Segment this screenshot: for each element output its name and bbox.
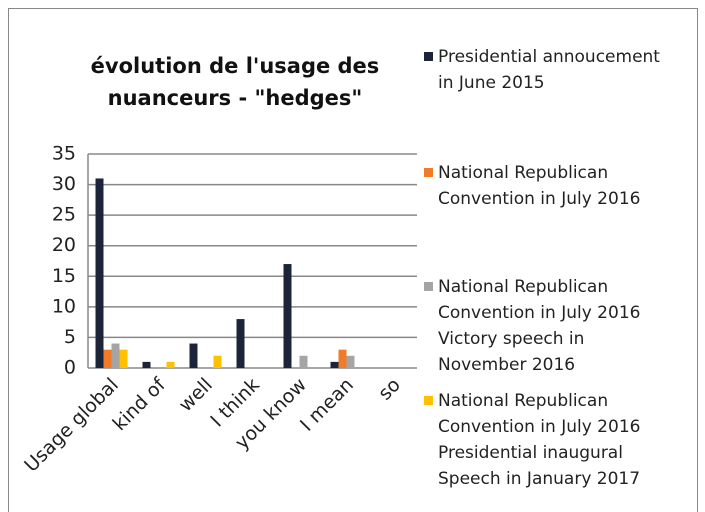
x-tick-label: kind of (109, 373, 171, 435)
legend-label: Presidential annoucement in June 2015 (438, 47, 660, 93)
legend-label: National Republican Convention in July 2… (438, 163, 641, 209)
bar (338, 349, 347, 368)
x-tick-label: well (175, 374, 217, 416)
bar (299, 355, 308, 368)
bar (119, 349, 128, 368)
legend-swatch (424, 168, 433, 177)
x-tick-label: Usage global (20, 374, 123, 477)
y-tick-label: 30 (52, 173, 76, 195)
legend-swatch (424, 52, 433, 61)
y-tick-label: 5 (64, 326, 76, 348)
legend-item: National Republican Convention in July 2… (424, 388, 669, 492)
chart-frame (8, 8, 698, 512)
bar (103, 349, 112, 368)
legend-swatch (424, 396, 433, 405)
bar (95, 178, 104, 368)
bar (330, 361, 339, 368)
bar (166, 361, 175, 368)
legend-item: National Republican Convention in July 2… (424, 274, 669, 378)
legend-item: Presidential annoucement in June 2015 (424, 44, 669, 96)
y-tick-label: 35 (52, 143, 76, 165)
y-tick-label: 20 (52, 234, 76, 256)
y-tick-label: 15 (52, 265, 76, 287)
bar (346, 355, 355, 368)
legend-label: National Republican Convention in July 2… (438, 277, 641, 375)
bar (189, 343, 198, 368)
chart-title: évolution de l'usage des nuanceurs - "he… (90, 54, 380, 110)
y-tick-label: 0 (64, 357, 76, 379)
y-tick-label: 10 (52, 295, 76, 317)
bar (111, 343, 120, 368)
bar (283, 264, 292, 368)
legend-item: National Republican Convention in July 2… (424, 160, 669, 212)
x-tick-label: I mean (296, 374, 358, 436)
x-tick-label: so (374, 374, 405, 405)
bar (236, 319, 245, 368)
legend-label: National Republican Convention in July 2… (438, 391, 641, 489)
legend-swatch (424, 282, 433, 291)
bar (142, 361, 151, 368)
y-tick-label: 25 (52, 204, 76, 226)
bar (213, 355, 222, 368)
